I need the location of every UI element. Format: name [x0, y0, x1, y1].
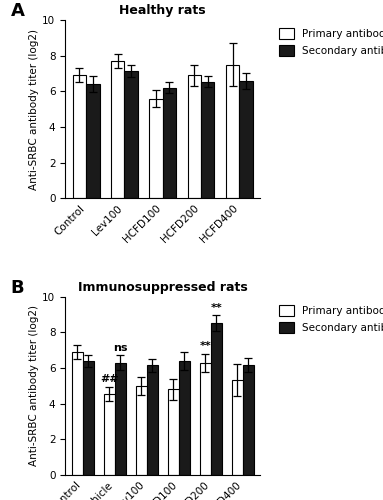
Y-axis label: Anti-SRBC antibody titer (log2): Anti-SRBC antibody titer (log2)	[29, 306, 39, 466]
Bar	[200, 362, 211, 475]
Bar	[103, 394, 115, 475]
Bar	[179, 361, 190, 475]
Y-axis label: Anti-SRBC antibody titer (log2): Anti-SRBC antibody titer (log2)	[29, 28, 39, 190]
Bar	[73, 76, 86, 198]
Text: **: **	[211, 302, 222, 312]
Title: Healthy rats: Healthy rats	[119, 4, 206, 18]
Bar	[149, 98, 163, 198]
Text: ##: ##	[100, 374, 118, 384]
Text: B: B	[10, 278, 24, 296]
Bar	[188, 76, 201, 198]
Bar	[83, 361, 94, 475]
Bar	[147, 366, 158, 475]
Bar	[201, 82, 214, 198]
Bar	[115, 362, 126, 475]
Bar	[124, 71, 138, 198]
Text: A: A	[10, 2, 24, 20]
Bar	[211, 324, 222, 475]
Bar	[226, 64, 239, 198]
Bar	[136, 386, 147, 475]
Bar	[111, 61, 124, 198]
Bar	[86, 84, 100, 198]
Bar	[232, 380, 243, 475]
Bar	[243, 366, 254, 475]
Bar	[239, 80, 253, 198]
Legend: Primary antibody, Secondary antibody: Primary antibody, Secondary antibody	[275, 25, 383, 59]
Bar	[163, 88, 176, 198]
Text: **: **	[199, 341, 211, 351]
Bar	[168, 390, 179, 475]
Legend: Primary antibody, Secondary antibody: Primary antibody, Secondary antibody	[275, 302, 383, 336]
Bar	[72, 352, 83, 475]
Text: ns: ns	[113, 343, 128, 353]
Title: Immunosuppressed rats: Immunosuppressed rats	[78, 281, 248, 294]
